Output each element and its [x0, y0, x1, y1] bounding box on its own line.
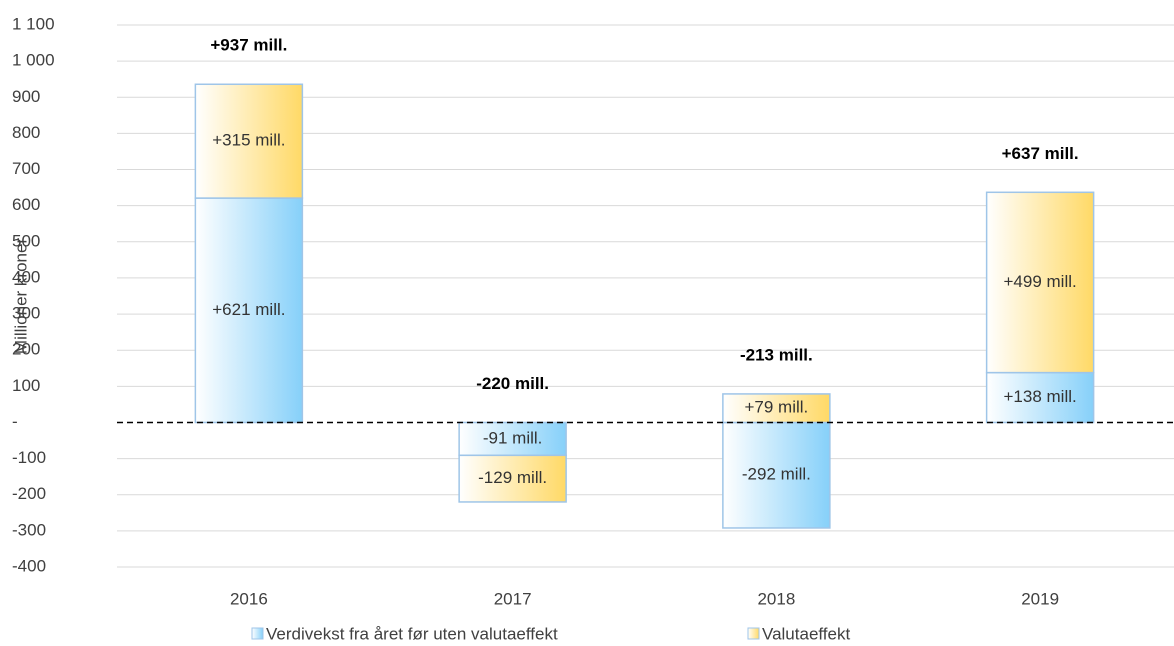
total-label: +937 mill. — [210, 36, 287, 55]
bar-segment — [985, 191, 1095, 374]
y-tick-label: -100 — [12, 448, 46, 467]
bar-segment — [722, 421, 831, 529]
legend-swatch — [747, 627, 760, 640]
y-tick-label: - — [12, 412, 18, 431]
value-label: -91 mill. — [483, 428, 543, 447]
x-tick-label: 2016 — [230, 589, 268, 608]
y-tick-label: 300 — [12, 304, 40, 323]
value-label: +621 mill. — [212, 300, 285, 319]
y-tick-label: -200 — [12, 484, 46, 503]
value-label: +79 mill. — [744, 398, 808, 417]
x-tick-label: 2018 — [757, 589, 795, 608]
value-label: -129 mill. — [478, 468, 547, 487]
x-tick-label: 2019 — [1021, 589, 1059, 608]
bar-segment — [458, 454, 567, 503]
legend-swatch — [251, 627, 264, 640]
total-label: -220 mill. — [476, 374, 549, 393]
y-tick-label: 200 — [12, 340, 40, 359]
y-tick-label: 700 — [12, 159, 40, 178]
value-label: +499 mill. — [1004, 272, 1077, 291]
y-tick-label: 600 — [12, 195, 40, 214]
y-tick-label: 900 — [12, 87, 40, 106]
y-tick-label: -400 — [12, 556, 46, 575]
bar-segment — [194, 197, 304, 424]
y-tick-label: 1 100 — [12, 14, 55, 33]
bar-segment — [722, 393, 831, 424]
bar-segment — [458, 421, 567, 457]
total-label: -213 mill. — [740, 345, 813, 364]
bar-segment — [194, 83, 304, 199]
legend-label: Valutaeffekt — [762, 624, 850, 643]
legend-label: Verdivekst fra året før uten valutaeffek… — [266, 624, 558, 643]
y-tick-label: 500 — [12, 231, 40, 250]
x-tick-label: 2017 — [494, 589, 532, 608]
total-label: +637 mill. — [1002, 144, 1079, 163]
y-tick-label: 800 — [12, 123, 40, 142]
y-tick-label: 400 — [12, 267, 40, 286]
value-label: +138 mill. — [1004, 387, 1077, 406]
y-tick-label: -300 — [12, 520, 46, 539]
value-label: +315 mill. — [212, 131, 285, 150]
y-tick-label: 1 000 — [12, 51, 55, 70]
y-axis-label: Millioner kroner — [11, 238, 30, 355]
value-label: -292 mill. — [742, 465, 811, 484]
y-tick-label: 100 — [12, 376, 40, 395]
